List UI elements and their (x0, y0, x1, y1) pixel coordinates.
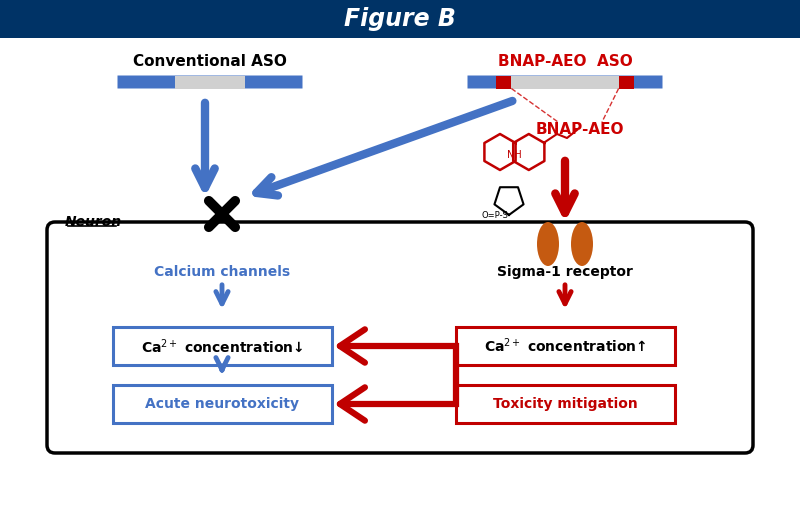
Text: Ca$^{2+}$ concentration↑: Ca$^{2+}$ concentration↑ (484, 337, 646, 355)
Text: Toxicity mitigation: Toxicity mitigation (493, 397, 638, 411)
Text: Conventional ASO: Conventional ASO (133, 55, 287, 69)
FancyBboxPatch shape (455, 385, 674, 423)
Text: Ca$^{2+}$ concentration↓: Ca$^{2+}$ concentration↓ (141, 337, 303, 355)
Text: Acute neurotoxicity: Acute neurotoxicity (145, 397, 299, 411)
Text: Sigma-1 receptor: Sigma-1 receptor (497, 265, 633, 279)
FancyArrowPatch shape (340, 387, 453, 421)
Ellipse shape (571, 222, 593, 266)
Bar (0, 0, 800, 38)
FancyBboxPatch shape (455, 327, 674, 365)
Text: BNAP-AEO: BNAP-AEO (536, 122, 624, 137)
Bar (511, 75, 618, 89)
FancyBboxPatch shape (113, 327, 331, 365)
Bar (175, 75, 245, 89)
Ellipse shape (228, 223, 248, 265)
Text: Neuron: Neuron (65, 215, 122, 229)
FancyBboxPatch shape (118, 75, 302, 89)
Text: O=P-S: O=P-S (482, 210, 509, 219)
FancyBboxPatch shape (47, 222, 753, 453)
Bar (618, 75, 634, 89)
Text: NH: NH (507, 150, 522, 160)
Ellipse shape (196, 223, 216, 265)
Text: Figure B: Figure B (344, 7, 456, 31)
Ellipse shape (537, 222, 559, 266)
Text: Calcium channels: Calcium channels (154, 265, 290, 279)
FancyBboxPatch shape (467, 75, 662, 89)
FancyArrowPatch shape (340, 329, 453, 363)
FancyBboxPatch shape (113, 385, 331, 423)
Text: BNAP-AEO  ASO: BNAP-AEO ASO (498, 55, 632, 69)
Bar (496, 75, 511, 89)
